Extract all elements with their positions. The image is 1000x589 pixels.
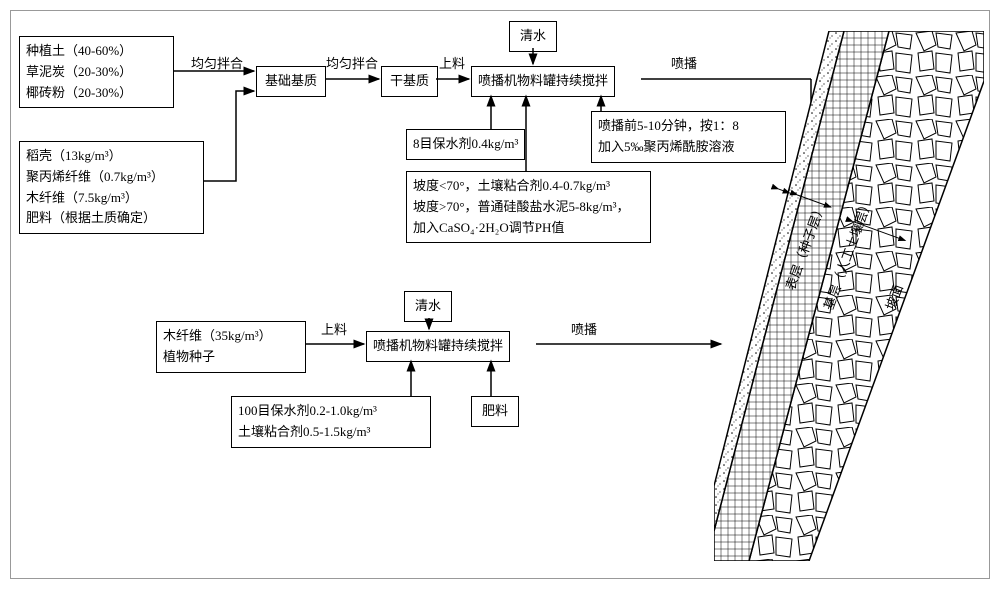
box-retainer-8: 8目保水剂0.4kg/m³: [406, 129, 525, 160]
box-ingredients-a: 种植土（40-60%） 草泥炭（20-30%） 椰砖粉（20-30%）: [19, 36, 174, 108]
text: 8目保水剂0.4kg/m³: [413, 136, 518, 151]
box-fertilizer: 肥料: [471, 396, 519, 427]
arrow-label-spray2: 喷播: [571, 319, 597, 338]
arrow-label-load2: 上料: [321, 319, 347, 338]
text: 喷播机物料罐持续搅拌: [478, 73, 608, 88]
text: 干基质: [390, 73, 429, 88]
line: 植物种子: [163, 347, 299, 368]
box-base-matrix: 基础基质: [256, 66, 326, 97]
line: 木纤维（35kg/m³）: [163, 326, 299, 347]
line: 聚丙烯纤维（0.7kg/m³）: [26, 167, 197, 188]
text: 清水: [415, 298, 441, 313]
line: 加入CaSO₄·2H₂O调节PH值: [413, 218, 644, 239]
box-retainer-100: 100目保水剂0.2-1.0kg/m³ 土壤粘合剂0.5-1.5kg/m³: [231, 396, 431, 448]
box-dry-matrix: 干基质: [381, 66, 438, 97]
line: 肥料（根据土质确定）: [26, 208, 197, 229]
box-sprayer-bottom: 喷播机物料罐持续搅拌: [366, 331, 510, 362]
line: 坡度>70°，普通硅酸盐水泥5-8kg/m³，: [413, 197, 644, 218]
box-water-top: 清水: [509, 21, 557, 52]
line: 100目保水剂0.2-1.0kg/m³: [238, 401, 424, 422]
arrow-label-spray1: 喷播: [671, 53, 697, 72]
box-ingredients-b: 稻壳（13kg/m³） 聚丙烯纤维（0.7kg/m³） 木纤维（7.5kg/m³…: [19, 141, 204, 234]
line: 稻壳（13kg/m³）: [26, 146, 197, 167]
text: 喷播机物料罐持续搅拌: [373, 338, 503, 353]
arrow-label-mix1: 均匀拌合: [191, 53, 243, 72]
text: 清水: [520, 28, 546, 43]
box-slope-cond: 坡度<70°，土壤粘合剂0.4-0.7kg/m³ 坡度>70°，普通硅酸盐水泥5…: [406, 171, 651, 243]
slope-cross-section: 表层（种子层） 基层（人工土壤层） 坡面: [714, 31, 984, 561]
line: 种植土（40-60%）: [26, 41, 167, 62]
line: 土壤粘合剂0.5-1.5kg/m³: [238, 422, 424, 443]
line: 椰砖粉（20-30%）: [26, 83, 167, 104]
box-seed-mix: 木纤维（35kg/m³） 植物种子: [156, 321, 306, 373]
arrow-label-mix2: 均匀拌合: [326, 53, 378, 72]
line: 坡度<70°，土壤粘合剂0.4-0.7kg/m³: [413, 176, 644, 197]
line: 木纤维（7.5kg/m³）: [26, 188, 197, 209]
box-water-bottom: 清水: [404, 291, 452, 322]
line: 草泥炭（20-30%）: [26, 62, 167, 83]
box-sprayer-top: 喷播机物料罐持续搅拌: [471, 66, 615, 97]
text: 基础基质: [265, 73, 317, 88]
arrow-label-load1: 上料: [439, 53, 465, 72]
text: 肥料: [482, 403, 508, 418]
